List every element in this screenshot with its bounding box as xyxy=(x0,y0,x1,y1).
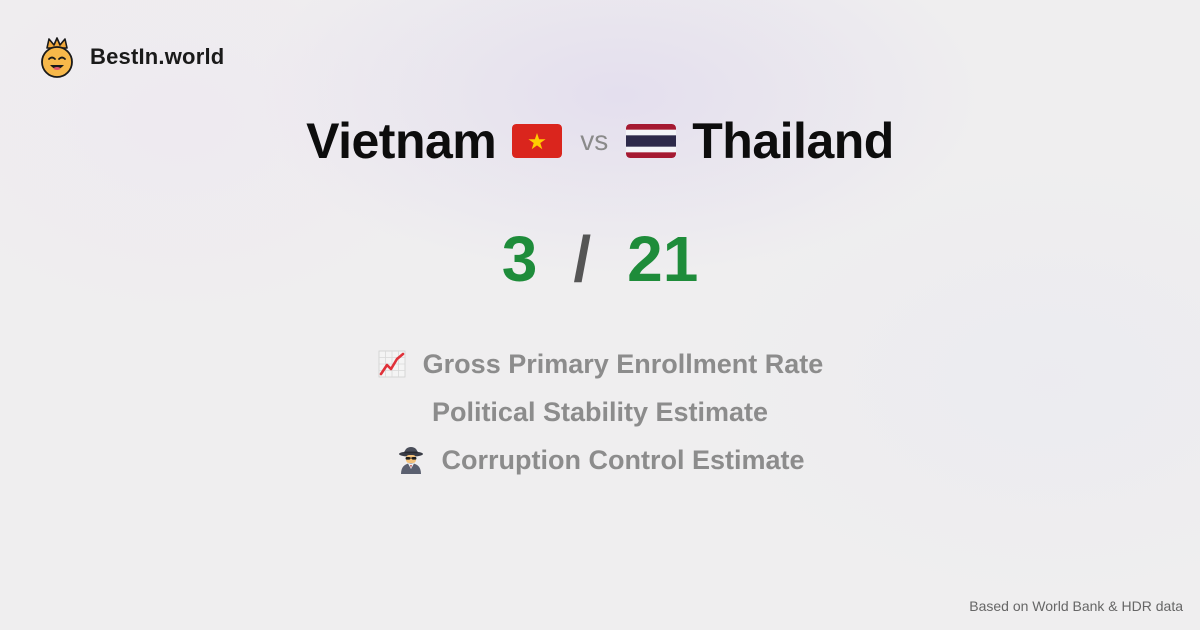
score: 3 / 21 xyxy=(0,222,1200,296)
metrics-list: Gross Primary Enrollment Rate Political … xyxy=(0,340,1200,484)
left-score: 3 xyxy=(501,223,538,295)
right-country-name: Thailand xyxy=(692,113,894,169)
thailand-flag-icon xyxy=(626,124,677,158)
metric-item: Corruption Control Estimate xyxy=(396,436,805,484)
metric-item: Political Stability Estimate xyxy=(432,388,768,436)
score-separator: / xyxy=(573,223,592,295)
vs-label: vs xyxy=(580,125,609,156)
brand-name: BestIn.world xyxy=(90,44,225,69)
data-source-note: Based on World Bank & HDR data xyxy=(969,598,1183,614)
detective-icon xyxy=(396,445,426,475)
comparison-title: Vietnam vs Thailand xyxy=(0,112,1200,170)
metric-item: Gross Primary Enrollment Rate xyxy=(377,340,824,388)
right-score: 21 xyxy=(627,223,699,295)
metric-label: Gross Primary Enrollment Rate xyxy=(422,348,824,379)
crown-smiley-icon xyxy=(38,36,76,78)
vietnam-flag-icon xyxy=(512,124,563,158)
metric-label: Corruption Control Estimate xyxy=(441,444,805,475)
metric-label: Political Stability Estimate xyxy=(431,396,769,427)
chart-increasing-icon xyxy=(377,349,407,379)
brand[interactable]: BestIn.world xyxy=(38,36,224,78)
left-country-name: Vietnam xyxy=(306,113,497,169)
